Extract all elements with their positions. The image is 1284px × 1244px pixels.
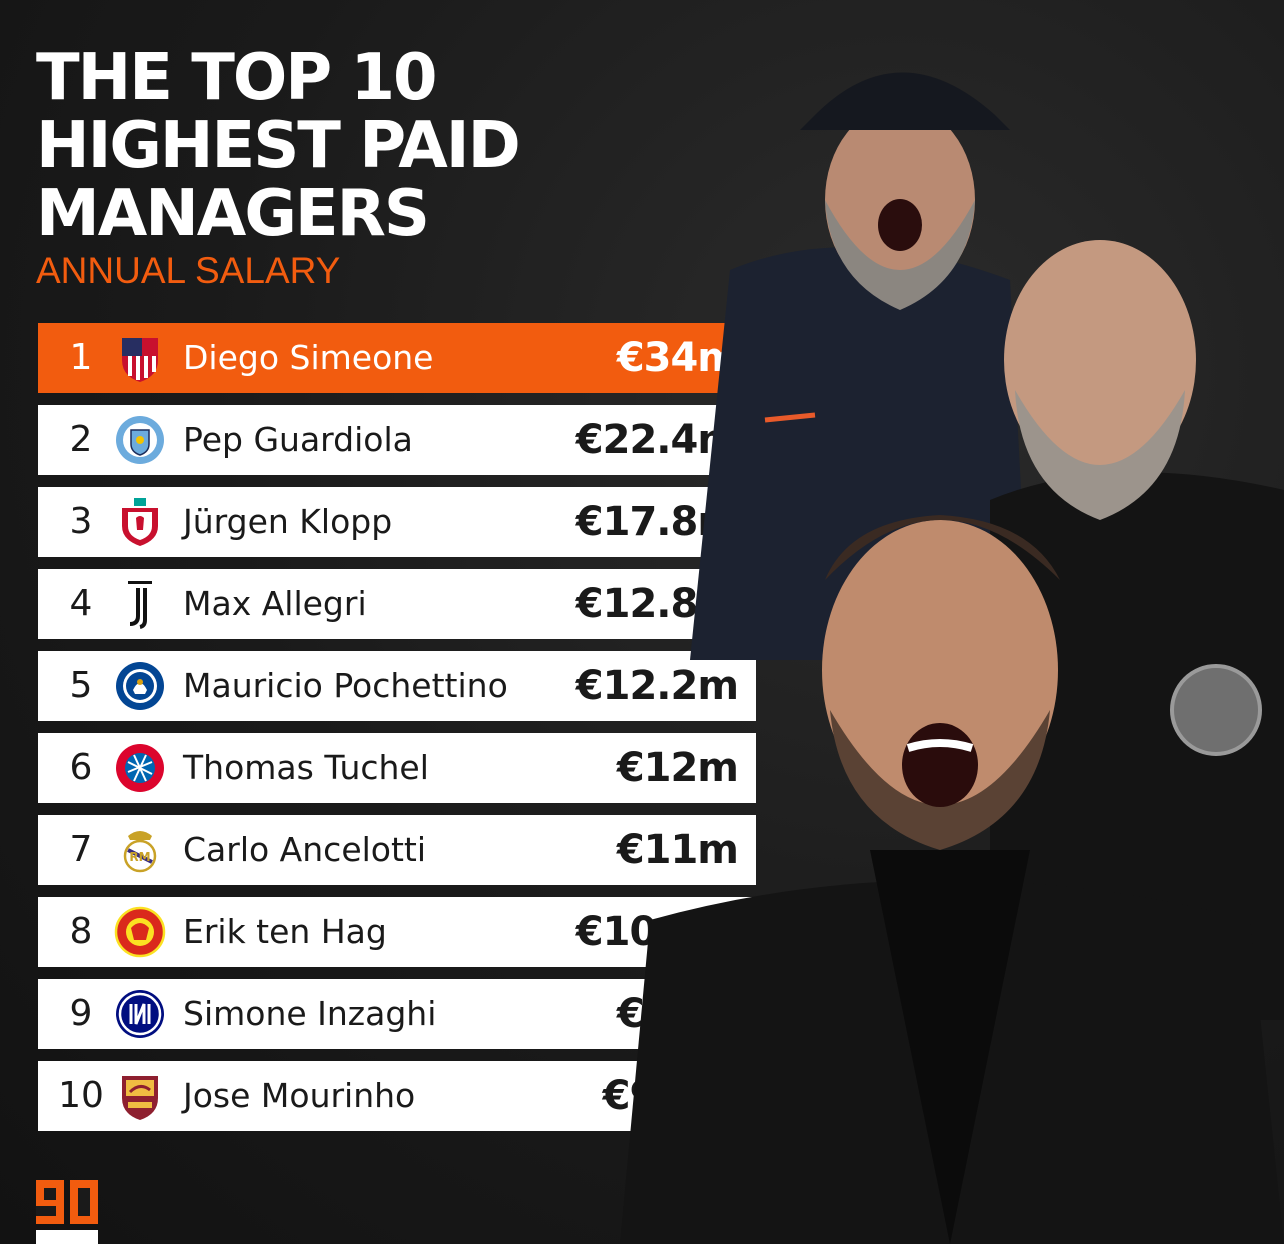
salary-value: €34m bbox=[616, 335, 739, 381]
manager-name: Thomas Tuchel bbox=[183, 748, 429, 787]
manager-name: Jürgen Klopp bbox=[183, 502, 393, 541]
manager-photo-guardiola bbox=[990, 240, 1284, 1020]
rank-number: 10 bbox=[58, 1075, 104, 1116]
title-line: HIGHEST PAID bbox=[36, 109, 521, 183]
manager-name: Max Allegri bbox=[183, 584, 367, 623]
manager-name: Erik ten Hag bbox=[183, 912, 387, 951]
inter-milan-badge-icon bbox=[114, 988, 166, 1040]
manager-name: Pep Guardiola bbox=[183, 420, 413, 459]
salary-value: €12.2m bbox=[575, 663, 739, 709]
rank-number: 2 bbox=[69, 419, 93, 460]
ranking-row: 5 Mauricio Pochettino €12.2m bbox=[38, 651, 756, 721]
rank-number: 4 bbox=[69, 583, 93, 624]
salary-value: €12m bbox=[616, 745, 739, 791]
ranking-row: 6 Thomas Tuchel €12m bbox=[38, 733, 756, 803]
page-title: THE TOP 10 HIGHEST PAID MANAGERS bbox=[36, 44, 596, 248]
ranking-row: 2 Pep Guardiola €22.4m bbox=[38, 405, 756, 475]
rank-number: 5 bbox=[69, 665, 93, 706]
juventus-badge-icon bbox=[114, 578, 166, 630]
ranking-row: 4 Max Allegri €12.8m bbox=[38, 569, 756, 639]
rank-number: 7 bbox=[69, 829, 93, 870]
manager-name: Diego Simeone bbox=[183, 338, 434, 377]
title-line: MANAGERS bbox=[36, 177, 430, 251]
salary-value: €11m bbox=[616, 827, 739, 873]
manager-name: Jose Mourinho bbox=[183, 1076, 416, 1115]
title-line: THE TOP 10 bbox=[36, 41, 438, 115]
manchester-united-badge-icon bbox=[114, 906, 166, 958]
liverpool-badge-icon bbox=[114, 496, 166, 548]
ranking-row: 1 Diego Simeone €34m bbox=[38, 323, 756, 393]
real-madrid-badge-icon: RM bbox=[114, 824, 166, 876]
manager-photo-simeone bbox=[620, 515, 1284, 1244]
chelsea-badge-icon bbox=[114, 660, 166, 712]
manchester-city-badge-icon bbox=[114, 414, 166, 466]
manager-name: Mauricio Pochettino bbox=[183, 666, 508, 705]
svg-text:RM: RM bbox=[129, 850, 150, 864]
rank-number: 3 bbox=[69, 501, 93, 542]
rank-number: 6 bbox=[69, 747, 93, 788]
90min-logo bbox=[36, 1180, 98, 1244]
rank-number: 1 bbox=[69, 337, 93, 378]
as-roma-badge-icon bbox=[114, 1070, 166, 1122]
atletico-madrid-badge-icon bbox=[114, 332, 166, 384]
manager-name: Simone Inzaghi bbox=[183, 994, 437, 1033]
manager-name: Carlo Ancelotti bbox=[183, 830, 427, 869]
rank-number: 8 bbox=[69, 911, 93, 952]
managers-photo bbox=[620, 72, 1284, 1244]
ranking-row: 7 RM Carlo Ancelotti €11m bbox=[38, 815, 756, 885]
rank-number: 9 bbox=[69, 993, 93, 1034]
bayern-munich-badge-icon bbox=[114, 742, 166, 794]
subtitle: ANNUAL SALARY bbox=[36, 250, 341, 291]
